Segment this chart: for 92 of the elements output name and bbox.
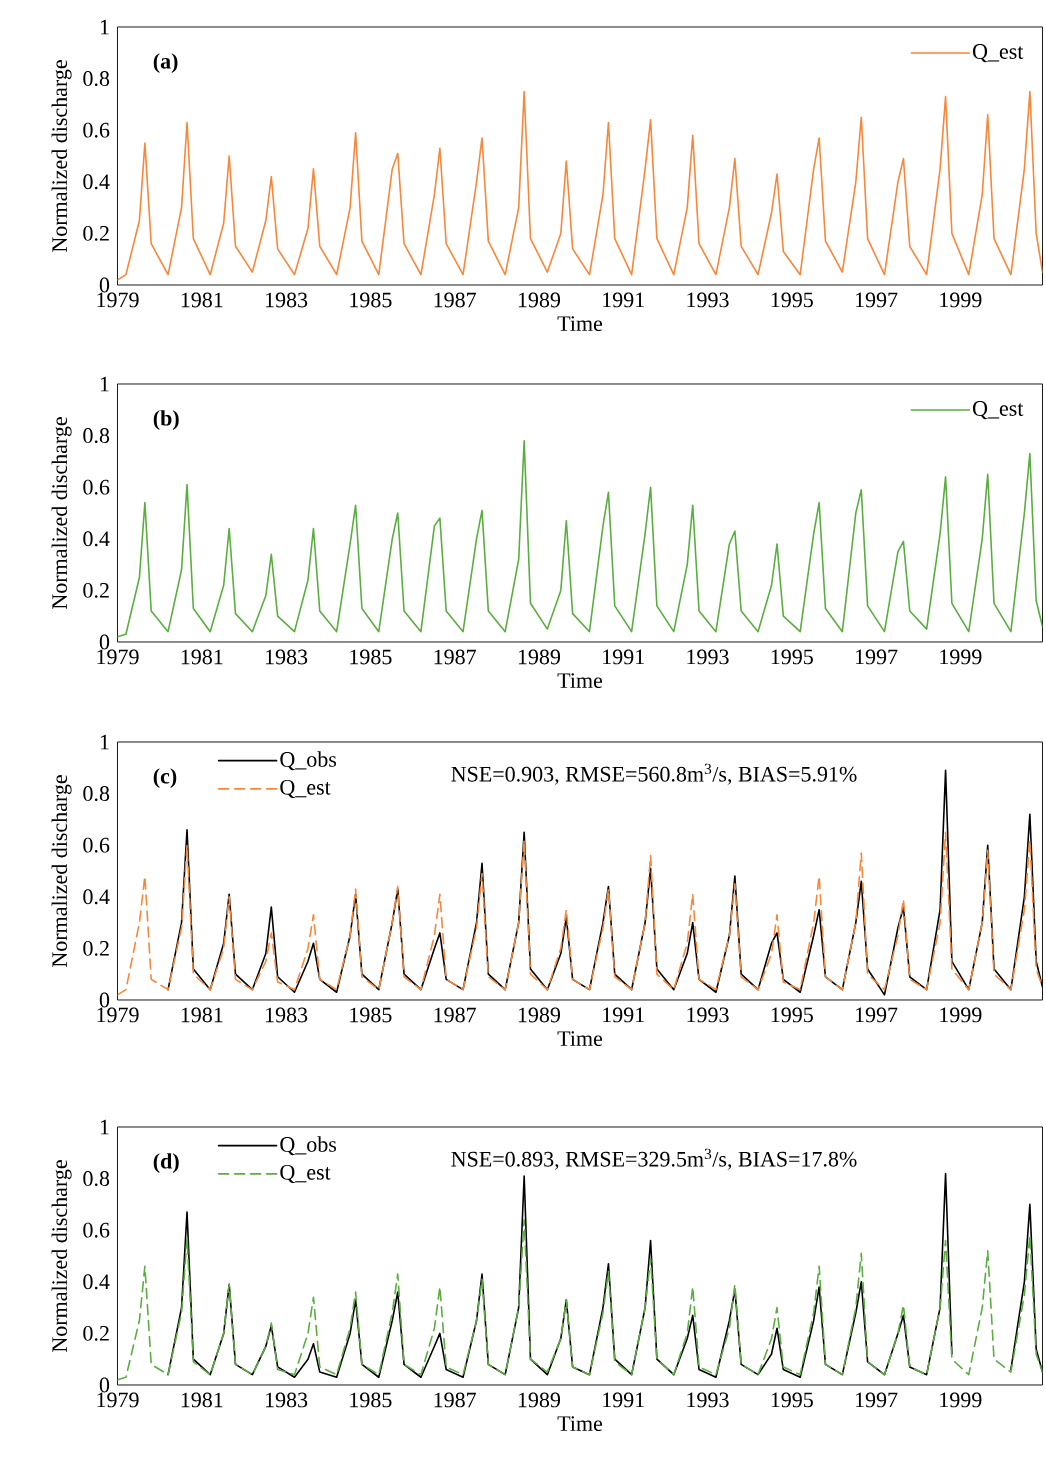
- text: (c): [153, 768, 177, 789]
- legend-label: Q_est: [972, 44, 1024, 63]
- x-tick-label: 1989: [518, 292, 560, 308]
- x-tick-label: 1995: [771, 649, 813, 665]
- y-tick-label: 1: [100, 376, 109, 392]
- x-tick-label: 1987: [434, 292, 476, 308]
- y-tick-label: 0.8: [83, 71, 109, 87]
- y-tick-label: 0.4: [83, 174, 110, 190]
- annotation: NSE=0.893, RMSE=329.5m$^{3}$/s, BIAS=17.8%: [451, 1148, 857, 1170]
- y-tick-label: 0.4: [83, 889, 110, 905]
- y-tick-label: 0.6: [83, 479, 110, 495]
- x-tick-label: 1979: [97, 1007, 139, 1023]
- y-tick-label: 0: [99, 1377, 109, 1393]
- x-tick-label: 1997: [855, 649, 898, 665]
- y-axis-title: Normalized discharge: [51, 1160, 72, 1352]
- x-tick-label: 1989: [518, 1392, 560, 1408]
- x-tick-label: 1999: [940, 1007, 982, 1023]
- x-tick-label: 1985: [350, 292, 392, 308]
- y-tick-label: 0.6: [83, 837, 110, 853]
- y-tick-label: 0.2: [83, 1325, 109, 1341]
- legend-label: Q_est: [280, 1164, 331, 1184]
- y-tick-label: 1: [100, 734, 109, 750]
- x-tick-label: 1993: [687, 649, 729, 665]
- x-tick-label: 1987: [434, 649, 476, 665]
- y-tick-label: 0.2: [83, 225, 109, 241]
- legend-label: Q_est: [972, 401, 1024, 420]
- x-tick-label: 1981: [181, 1392, 223, 1408]
- y-tick-label: 0: [99, 634, 109, 650]
- x-tick-label: 1983: [265, 1392, 307, 1408]
- text: (b): [153, 410, 179, 431]
- x-tick-label: 1995: [771, 1007, 813, 1023]
- y-tick-label: 0.2: [83, 582, 109, 598]
- y-axis-title: Normalized discharge: [51, 60, 72, 252]
- x-tick-label: 1981: [181, 649, 223, 665]
- legend-label: Q_est: [280, 779, 331, 799]
- x-tick-label: 1983: [265, 1007, 307, 1023]
- x-tick-label: 1997: [855, 292, 898, 308]
- line-series: [117, 831, 1043, 996]
- x-tick-label: 1993: [687, 292, 729, 308]
- x-tick-label: 1989: [518, 1007, 560, 1023]
- text: (a): [153, 53, 178, 74]
- line-series: [117, 439, 1043, 638]
- y-tick-label: 1: [100, 19, 109, 35]
- x-tick-label: 1981: [181, 292, 223, 308]
- y-axis-title: Normalized discharge: [51, 417, 72, 609]
- x-tick-label: 1999: [940, 1392, 982, 1408]
- y-tick-label: 0.4: [83, 1274, 110, 1290]
- y-tick-label: 1: [100, 1119, 109, 1135]
- x-tick-label: 1985: [350, 1007, 392, 1023]
- x-axis-title: Time: [557, 1031, 602, 1047]
- y-tick-label: 0.8: [83, 428, 109, 444]
- y-tick-label: 0.2: [83, 940, 109, 956]
- y-tick-label: 0.8: [83, 1171, 109, 1187]
- y-tick-label: 0.4: [83, 531, 110, 547]
- line-series: [117, 1219, 1043, 1381]
- y-tick-label: 0.6: [83, 1222, 110, 1238]
- x-tick-label: 1985: [350, 1392, 392, 1408]
- x-tick-label: 1997: [855, 1007, 898, 1023]
- line-series: [117, 90, 1043, 281]
- x-tick-label: 1991: [602, 1007, 644, 1023]
- y-axis-title: Normalized discharge: [51, 775, 72, 967]
- x-tick-label: 1979: [97, 1392, 139, 1408]
- x-tick-label: 1989: [518, 649, 560, 665]
- x-axis-title: Time: [557, 1416, 602, 1432]
- x-tick-label: 1993: [687, 1392, 729, 1408]
- x-tick-label: 1999: [940, 649, 982, 665]
- x-tick-label: 1987: [434, 1007, 476, 1023]
- x-tick-label: 1985: [350, 649, 392, 665]
- x-tick-label: 1995: [771, 292, 813, 308]
- x-tick-label: 1979: [97, 292, 139, 308]
- x-tick-label: 1997: [855, 1392, 898, 1408]
- x-tick-label: 1991: [602, 292, 644, 308]
- text: (d): [153, 1153, 179, 1174]
- x-tick-label: 1983: [265, 292, 307, 308]
- x-tick-label: 1993: [687, 1007, 729, 1023]
- y-tick-label: 0.6: [83, 122, 110, 138]
- x-tick-label: 1991: [602, 649, 644, 665]
- x-axis-title: Time: [557, 316, 602, 332]
- x-tick-label: 1979: [97, 649, 139, 665]
- y-tick-label: 0: [99, 277, 109, 293]
- x-tick-label: 1995: [771, 1392, 813, 1408]
- annotation: NSE=0.903, RMSE=560.8m$^{3}$/s, BIAS=5.91%: [451, 763, 857, 785]
- x-tick-label: 1999: [940, 292, 982, 308]
- x-tick-label: 1981: [181, 1007, 223, 1023]
- x-tick-label: 1987: [434, 1392, 476, 1408]
- y-tick-label: 0.8: [83, 786, 109, 802]
- x-tick-label: 1983: [265, 649, 307, 665]
- x-tick-label: 1991: [602, 1392, 644, 1408]
- x-axis-title: Time: [557, 673, 602, 689]
- legend-label: Q_obs: [280, 1136, 336, 1156]
- legend-label: Q_obs: [280, 751, 336, 771]
- y-tick-label: 0: [99, 992, 109, 1008]
